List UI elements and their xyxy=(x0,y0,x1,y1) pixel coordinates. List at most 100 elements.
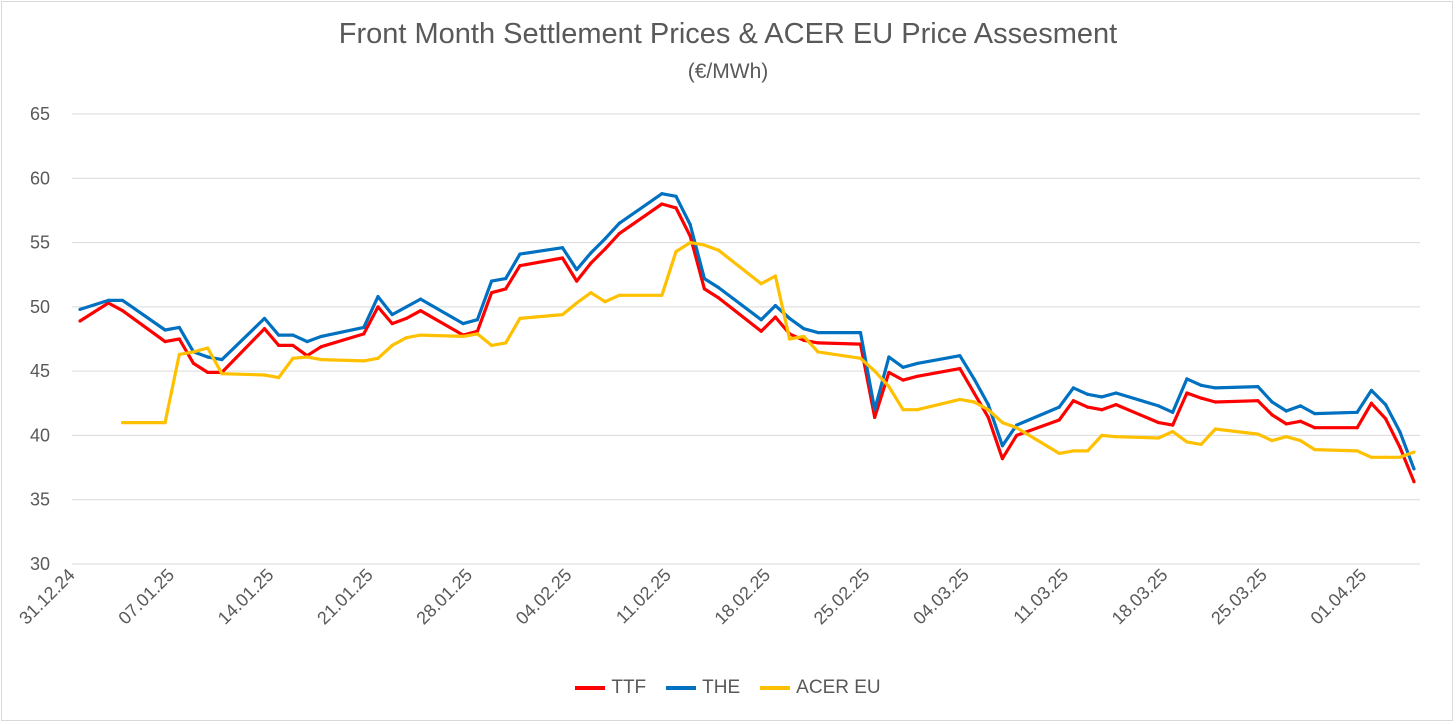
data-point xyxy=(1355,426,1359,430)
data-point xyxy=(376,294,380,299)
data-point xyxy=(1256,384,1260,389)
data-point xyxy=(1384,402,1388,407)
data-point xyxy=(404,336,409,340)
data-point xyxy=(717,285,721,290)
data-point xyxy=(1284,409,1288,413)
data-point xyxy=(1085,405,1090,409)
x-tick-label: 21.01.25 xyxy=(313,565,377,629)
legend-swatch xyxy=(575,686,606,690)
data-point xyxy=(575,301,579,305)
x-tick-label: 28.01.25 xyxy=(412,565,476,629)
data-point xyxy=(915,408,919,412)
chart-subtitle: (€/MWh) xyxy=(687,60,769,83)
data-point xyxy=(759,282,763,286)
data-point xyxy=(362,332,366,336)
data-point xyxy=(1057,405,1061,409)
data-point xyxy=(674,194,678,198)
legend-swatch xyxy=(760,686,791,690)
legend-label: ACER EU xyxy=(796,677,881,698)
x-tick-label: 04.03.25 xyxy=(909,565,973,629)
legend-item: TTF xyxy=(575,677,646,699)
data-point xyxy=(518,264,522,268)
data-point xyxy=(787,316,792,321)
data-point xyxy=(1270,438,1274,443)
chart-title: Front Month Settlement Prices & ACER EU … xyxy=(338,18,1118,50)
data-point xyxy=(1313,447,1317,452)
data-point xyxy=(305,339,309,344)
x-tick-label: 18.02.25 xyxy=(711,565,775,629)
data-point xyxy=(220,357,224,362)
data-point xyxy=(560,312,565,317)
data-point xyxy=(390,312,394,317)
data-point xyxy=(1398,445,1402,449)
data-point xyxy=(1270,400,1274,404)
data-point xyxy=(816,350,820,354)
data-point xyxy=(418,333,423,337)
data-point xyxy=(1412,450,1416,454)
data-point xyxy=(1000,444,1005,448)
x-tick-label: 31.12.24 xyxy=(15,565,79,629)
x-tick-label: 04.02.25 xyxy=(512,565,576,629)
data-point xyxy=(1057,418,1061,422)
data-point xyxy=(773,315,777,319)
data-point xyxy=(1199,396,1203,400)
data-point xyxy=(915,374,919,378)
x-tick-label: 14.01.25 xyxy=(214,565,278,629)
data-point xyxy=(759,318,763,322)
data-point xyxy=(901,408,905,412)
data-point xyxy=(475,332,479,336)
data-point xyxy=(986,415,990,420)
data-point xyxy=(489,279,494,283)
x-tick-label: 11.02.25 xyxy=(612,565,675,628)
x-tick-label: 18.03.25 xyxy=(1108,565,1172,629)
data-point xyxy=(475,329,479,333)
data-point xyxy=(106,298,110,303)
data-point xyxy=(404,305,409,309)
data-point xyxy=(191,361,196,366)
y-tick-label: 35 xyxy=(30,490,50,510)
y-tick-label: 30 xyxy=(30,554,50,574)
data-point xyxy=(120,298,125,303)
data-point xyxy=(702,243,707,247)
data-point xyxy=(1369,401,1374,405)
data-point xyxy=(802,334,806,339)
data-point xyxy=(873,369,877,373)
data-point xyxy=(418,297,423,301)
data-point xyxy=(1100,408,1104,412)
data-point xyxy=(220,372,224,376)
data-point xyxy=(504,341,508,345)
data-point xyxy=(518,316,522,321)
data-point xyxy=(461,321,465,326)
data-point xyxy=(688,222,692,227)
data-point xyxy=(418,309,423,313)
data-point xyxy=(1298,404,1303,408)
data-point xyxy=(191,350,196,354)
data-point xyxy=(489,291,494,295)
data-point xyxy=(1057,451,1061,456)
data-point xyxy=(277,333,281,337)
data-point xyxy=(1298,438,1303,443)
data-point xyxy=(787,337,792,341)
x-tick-label: 25.03.25 xyxy=(1207,565,1271,629)
data-point xyxy=(972,400,976,404)
data-point xyxy=(1412,467,1416,471)
data-point xyxy=(1085,449,1090,453)
data-point xyxy=(163,339,167,344)
legend: TTF THE ACER EU xyxy=(0,677,1456,699)
data-point xyxy=(78,307,82,312)
data-point xyxy=(262,373,267,377)
data-point xyxy=(873,415,877,420)
data-point xyxy=(504,287,508,291)
y-tick-label: 50 xyxy=(30,297,50,317)
data-point xyxy=(1398,455,1402,459)
data-point xyxy=(702,276,707,281)
data-point xyxy=(262,316,267,321)
data-point xyxy=(887,355,891,359)
x-tick-label: 01.04.25 xyxy=(1307,565,1371,629)
y-tick-label: 45 xyxy=(30,361,50,381)
data-point xyxy=(575,267,579,272)
data-point xyxy=(688,240,692,245)
data-point xyxy=(702,287,707,291)
